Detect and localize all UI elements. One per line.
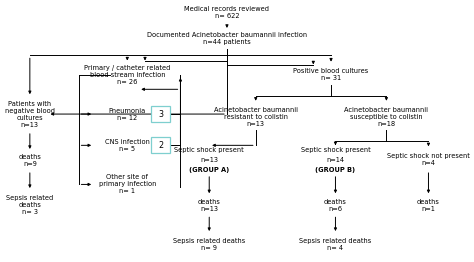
Text: Acinetobacter baumannii
susceptible to colistin
n=18: Acinetobacter baumannii susceptible to c… bbox=[345, 107, 428, 127]
Text: Pneumonia
n= 12: Pneumonia n= 12 bbox=[109, 108, 146, 121]
Text: Sepsis related
deaths
n= 3: Sepsis related deaths n= 3 bbox=[6, 195, 54, 215]
Text: Septic shock present: Septic shock present bbox=[174, 147, 244, 153]
Text: n=14: n=14 bbox=[327, 157, 345, 163]
Text: Documented Acinetobacter baumannii infection
n=44 patients: Documented Acinetobacter baumannii infec… bbox=[147, 32, 307, 45]
Text: deaths
n=9: deaths n=9 bbox=[18, 155, 41, 167]
Text: Acinetobacter baumannii
resistant to colistin
n=13: Acinetobacter baumannii resistant to col… bbox=[214, 107, 298, 127]
Text: (GROUP B): (GROUP B) bbox=[315, 167, 356, 173]
Text: Sepsis related deaths
n= 4: Sepsis related deaths n= 4 bbox=[300, 238, 372, 251]
Text: 3: 3 bbox=[158, 110, 163, 119]
FancyBboxPatch shape bbox=[151, 137, 170, 154]
Text: Patients with
negative blood
cultures
n=13: Patients with negative blood cultures n=… bbox=[5, 101, 55, 128]
Text: CNS infection
n= 5: CNS infection n= 5 bbox=[105, 139, 150, 152]
FancyBboxPatch shape bbox=[151, 106, 170, 122]
Text: Positive blood cultures
n= 31: Positive blood cultures n= 31 bbox=[293, 68, 369, 81]
Text: deaths
n=13: deaths n=13 bbox=[198, 199, 221, 212]
Text: Septic shock present: Septic shock present bbox=[301, 147, 370, 153]
Text: (GROUP A): (GROUP A) bbox=[189, 167, 229, 173]
Text: 2: 2 bbox=[158, 141, 163, 150]
Text: Medical records reviewed
n= 622: Medical records reviewed n= 622 bbox=[184, 6, 269, 19]
Text: deaths
n=6: deaths n=6 bbox=[324, 199, 347, 212]
Text: Primary / catheter related
blood stream infection
n= 26: Primary / catheter related blood stream … bbox=[84, 65, 171, 85]
Text: deaths
n=1: deaths n=1 bbox=[417, 199, 440, 212]
Text: Septic shock not present
n=4: Septic shock not present n=4 bbox=[387, 153, 470, 166]
Text: n=13: n=13 bbox=[200, 157, 218, 163]
Text: Other site of
primary infection
n= 1: Other site of primary infection n= 1 bbox=[99, 174, 156, 194]
Text: Sepsis related deaths
n= 9: Sepsis related deaths n= 9 bbox=[173, 238, 246, 251]
